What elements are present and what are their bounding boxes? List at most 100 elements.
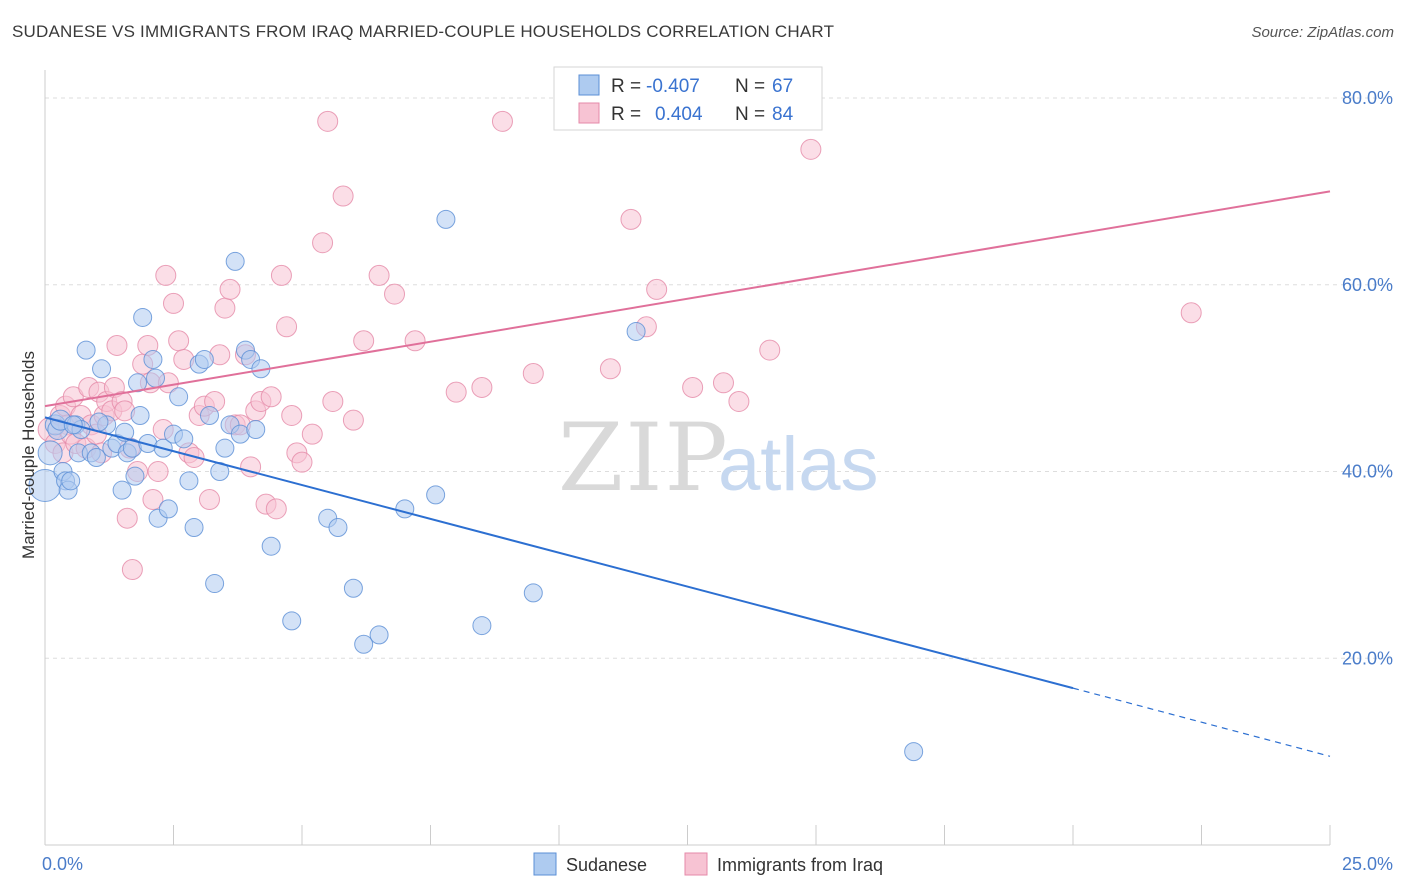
sudanese-point-1 [37,440,63,466]
iraq-point-30 [142,489,164,511]
y-tick-label-2: 60.0% [1342,275,1393,295]
iraq-point-67 [368,264,390,286]
iraq-point-20 [106,334,128,356]
sudanese-point-19 [112,480,132,500]
series-legend-label-iraq: Immigrants from Iraq [717,855,883,875]
watermark-atlas: atlas [718,422,879,507]
legend-n-label-iraq: N = [735,104,765,125]
sudanese-point-54 [354,634,374,654]
sudanese-point-58 [436,209,456,229]
trendline-sudanese-extension [1072,687,1331,757]
iraq-point-63 [322,390,344,412]
sudanese-point-35 [184,518,204,538]
sudanese-point-23 [128,373,148,393]
sudanese-point-57 [426,485,446,505]
iraq-point-23 [116,507,138,529]
series-sudanese-points [28,209,924,762]
iraq-point-54 [260,386,282,408]
iraq-point-33 [155,264,177,286]
x-tick-label-1: 25.0% [1342,854,1393,874]
sudanese-point-62 [904,742,924,762]
stats-legend: R = -0.407 N = 67 R = 0.404 N = 84 [553,66,823,131]
sudanese-point-60 [523,583,543,603]
sudanese-point-14 [86,448,106,467]
iraq-point-80 [712,372,734,394]
chart-title: SUDANESE VS IMMIGRANTS FROM IRAQ MARRIED… [12,22,835,41]
iraq-point-31 [147,461,169,483]
legend-n-value-sudanese: 67 [772,76,793,97]
iraq-point-55 [265,498,287,520]
sudanese-point-27 [146,368,166,388]
iraq-point-78 [646,278,668,300]
iraq-point-68 [384,283,406,305]
iraq-point-36 [168,330,190,352]
sudanese-point-50 [282,611,302,631]
legend-swatch-sudanese [578,74,600,96]
sudanese-point-47 [246,419,266,439]
legend-n-label-sudanese: N = [735,76,765,97]
iraq-point-25 [121,559,143,581]
iraq-point-56 [270,264,292,286]
sudanese-point-41 [215,438,235,458]
sudanese-point-55 [369,625,389,645]
iraq-point-82 [759,339,781,361]
chart-source: Source: ZipAtlas.com [1251,24,1394,41]
sudanese-point-26 [143,349,163,369]
sudanese-point-43 [225,251,245,271]
iraq-point-46 [219,278,241,300]
watermark-zip: ZIP [558,404,730,513]
iraq-point-62 [312,232,334,254]
iraq-point-75 [599,358,621,380]
sudanese-point-32 [169,387,189,407]
series-legend-swatch-iraq [684,852,708,876]
sudanese-point-52 [328,518,348,538]
iraq-point-71 [471,376,493,398]
trendline-iraq [44,190,1331,408]
iraq-point-74 [522,362,544,384]
iraq-point-58 [281,404,303,426]
sudanese-point-39 [205,574,225,594]
sudanese-point-56 [395,499,415,519]
sudanese-point-37 [194,349,214,369]
iraq-point-81 [728,390,750,412]
sudanese-point-30 [158,499,178,519]
iraq-point-42 [198,489,220,511]
sudanese-point-33 [174,429,194,449]
sudanese-point-59 [472,616,492,636]
gridlines [45,97,1392,659]
iraq-point-57 [276,316,298,338]
sudanese-point-49 [261,536,281,556]
iraq-point-60 [291,451,313,473]
sudanese-point-34 [179,471,199,491]
iraq-point-84 [1180,302,1202,324]
sudanese-point-15 [92,359,112,379]
watermark: ZIP atlas [558,404,879,513]
series-legend: Sudanese Immigrants from Iraq [533,852,883,876]
iraq-point-35 [163,292,184,314]
iraq-point-70 [445,381,467,403]
iraq-point-72 [491,110,513,132]
iraq-point-64 [332,185,354,207]
legend-r-value-sudanese: -0.407 [646,76,700,97]
trendlines [44,190,1331,757]
sudanese-point-61 [626,321,646,341]
legend-r-label-sudanese: R = [611,76,641,97]
legend-swatch-iraq [578,102,600,124]
iraq-point-45 [214,297,236,319]
iraq-point-79 [682,376,704,398]
legend-r-label-iraq: R = [611,104,641,125]
iraq-point-69 [404,330,426,352]
sudanese-point-24 [133,307,153,327]
series-legend-label-sudanese: Sudanese [566,855,647,875]
sudanese-point-64 [89,412,109,432]
legend-r-value-iraq: 0.404 [655,104,703,125]
iraq-point-65 [342,409,364,431]
series-legend-swatch-sudanese [533,852,557,876]
y-tick-label-1: 40.0% [1342,462,1393,482]
iraq-point-83 [800,138,822,160]
sudanese-point-8 [61,471,81,491]
sudanese-point-38 [199,405,219,425]
sudanese-point-53 [343,578,363,598]
sudanese-point-22 [125,466,145,486]
